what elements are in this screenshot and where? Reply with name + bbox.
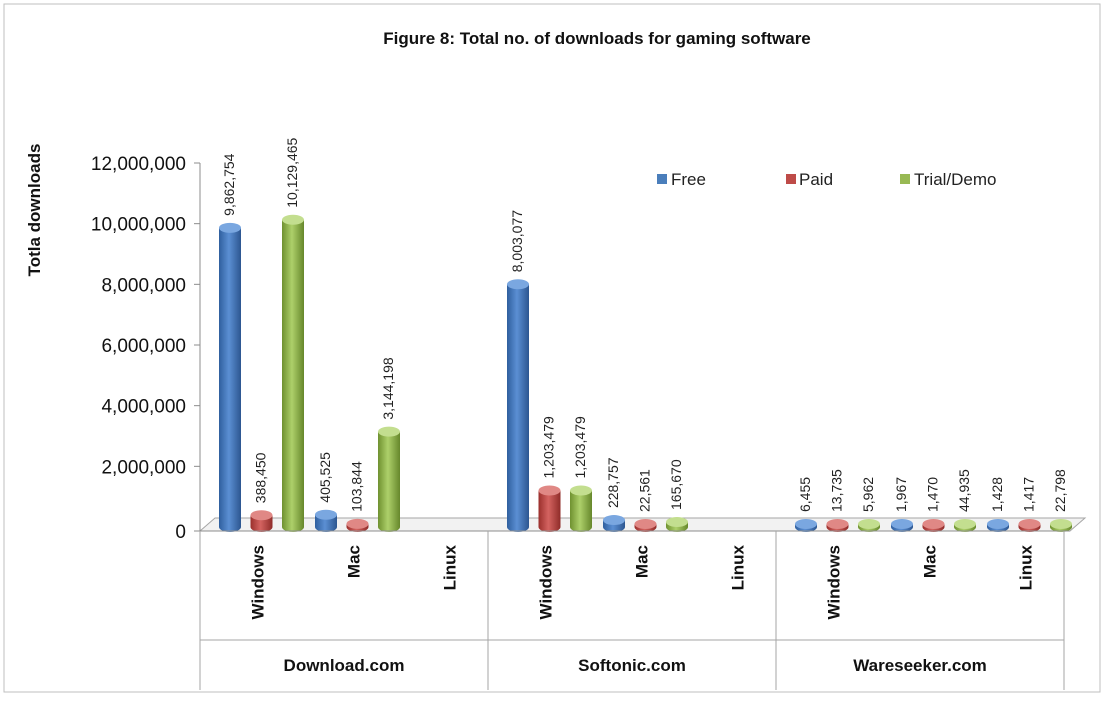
bar-top-paid (346, 518, 369, 529)
bar-top-free (315, 509, 337, 520)
x-category-label: Mac (921, 545, 940, 578)
data-label-paid: 1,470 (925, 477, 941, 512)
bar-top-trial-demo (1050, 519, 1072, 529)
x-group-label: Softonic.com (578, 656, 686, 675)
bar-top-paid (1018, 519, 1041, 529)
data-label-trial-demo: 165,670 (668, 459, 684, 510)
bar-paid (538, 490, 561, 532)
data-label-trial-demo: 5,962 (860, 477, 876, 512)
y-axis-label: Totla downloads (25, 144, 44, 277)
data-label-trial-demo: 3,144,198 (380, 357, 396, 419)
data-label-paid: 103,844 (349, 461, 365, 512)
bar-top-trial-demo (570, 485, 592, 496)
legend-swatch-paid (786, 174, 796, 184)
data-label-free: 6,455 (797, 477, 813, 512)
bar-top-paid (250, 510, 273, 521)
data-label-paid: 1,203,479 (541, 416, 557, 478)
bar-trial-demo (570, 490, 592, 532)
chart-border (3, 3, 1101, 693)
data-label-free: 9,862,754 (221, 153, 237, 215)
legend: Free Paid Trial/Demo (657, 170, 997, 189)
y-tick-label: 4,000,000 (101, 397, 186, 418)
data-label-paid: 13,735 (829, 469, 845, 512)
bar-top-paid (634, 519, 657, 529)
x-category-label: Mac (345, 545, 364, 578)
x-category-label: Linux (1017, 544, 1036, 590)
x-category-label: Windows (825, 545, 844, 619)
y-tick-label: 6,000,000 (101, 336, 186, 357)
data-label-paid: 388,450 (253, 452, 269, 503)
bar-top-free (219, 222, 241, 233)
data-label-paid: 22,561 (637, 469, 653, 512)
data-label-paid: 1,417 (1021, 477, 1037, 512)
bar-top-paid (826, 519, 849, 529)
legend-label-paid: Paid (799, 170, 833, 189)
data-label-free: 1,428 (989, 477, 1005, 512)
data-label-free: 228,757 (605, 457, 621, 508)
legend-swatch-trial-demo (900, 174, 910, 184)
legend-label-trial-demo: Trial/Demo (914, 170, 997, 189)
data-label-free: 405,525 (317, 452, 333, 503)
bar-top-paid (922, 519, 945, 529)
data-label-trial-demo: 44,935 (956, 469, 972, 512)
bar-top-trial-demo (378, 426, 400, 437)
bar-top-free (987, 519, 1009, 529)
bar-top-free (507, 279, 529, 290)
bar-trial-demo (282, 219, 304, 532)
data-label-trial-demo: 22,798 (1052, 469, 1068, 512)
bar-data-labels: 9,862,754 388,450 10,129,465 405,525 103,844… (221, 137, 1068, 512)
bar-free (507, 284, 529, 532)
bar-top-paid (538, 485, 561, 496)
x-axis: Windows Mac Linux Windows Mac Linux Windows Mac… (199, 530, 1070, 690)
data-label-free: 8,003,077 (509, 210, 525, 272)
y-tick-label: 12,000,000 (91, 154, 186, 175)
data-label-trial-demo: 10,129,465 (284, 137, 300, 207)
bar-top-trial-demo (858, 519, 880, 529)
y-tick-label: 0 (175, 522, 186, 543)
bar-top-trial-demo (282, 214, 304, 225)
bar-top-trial-demo (666, 516, 688, 527)
x-category-label: Windows (537, 545, 556, 619)
bars (219, 214, 1072, 533)
bar-top-trial-demo (954, 519, 976, 529)
data-label-trial-demo: 1,203,479 (572, 416, 588, 478)
legend-swatch-free (657, 174, 667, 184)
x-category-label: Linux (729, 544, 748, 590)
x-category-label: Mac (633, 545, 652, 578)
x-group-label: Wareseeker.com (853, 656, 987, 675)
y-tick-label: 10,000,000 (91, 215, 186, 236)
legend-label-free: Free (671, 170, 706, 189)
data-label-free: 1,967 (893, 477, 909, 512)
x-group-label: Download.com (284, 656, 405, 675)
bar-free (219, 227, 241, 533)
bar-top-free (795, 519, 817, 529)
bar-trial-demo (378, 431, 400, 532)
bar-top-free (891, 519, 913, 529)
x-category-label: Linux (441, 544, 460, 590)
chart-title: Figure 8: Total no. of downloads for gam… (383, 29, 811, 48)
y-tick-label: 8,000,000 (101, 275, 186, 296)
y-tick-label: 2,000,000 (101, 457, 186, 478)
x-category-label: Windows (249, 545, 268, 619)
y-axis-ticks: 0 2,000,000 4,000,000 6,000,000 8,000,000 10,… (91, 154, 200, 543)
bar-top-free (603, 515, 625, 526)
